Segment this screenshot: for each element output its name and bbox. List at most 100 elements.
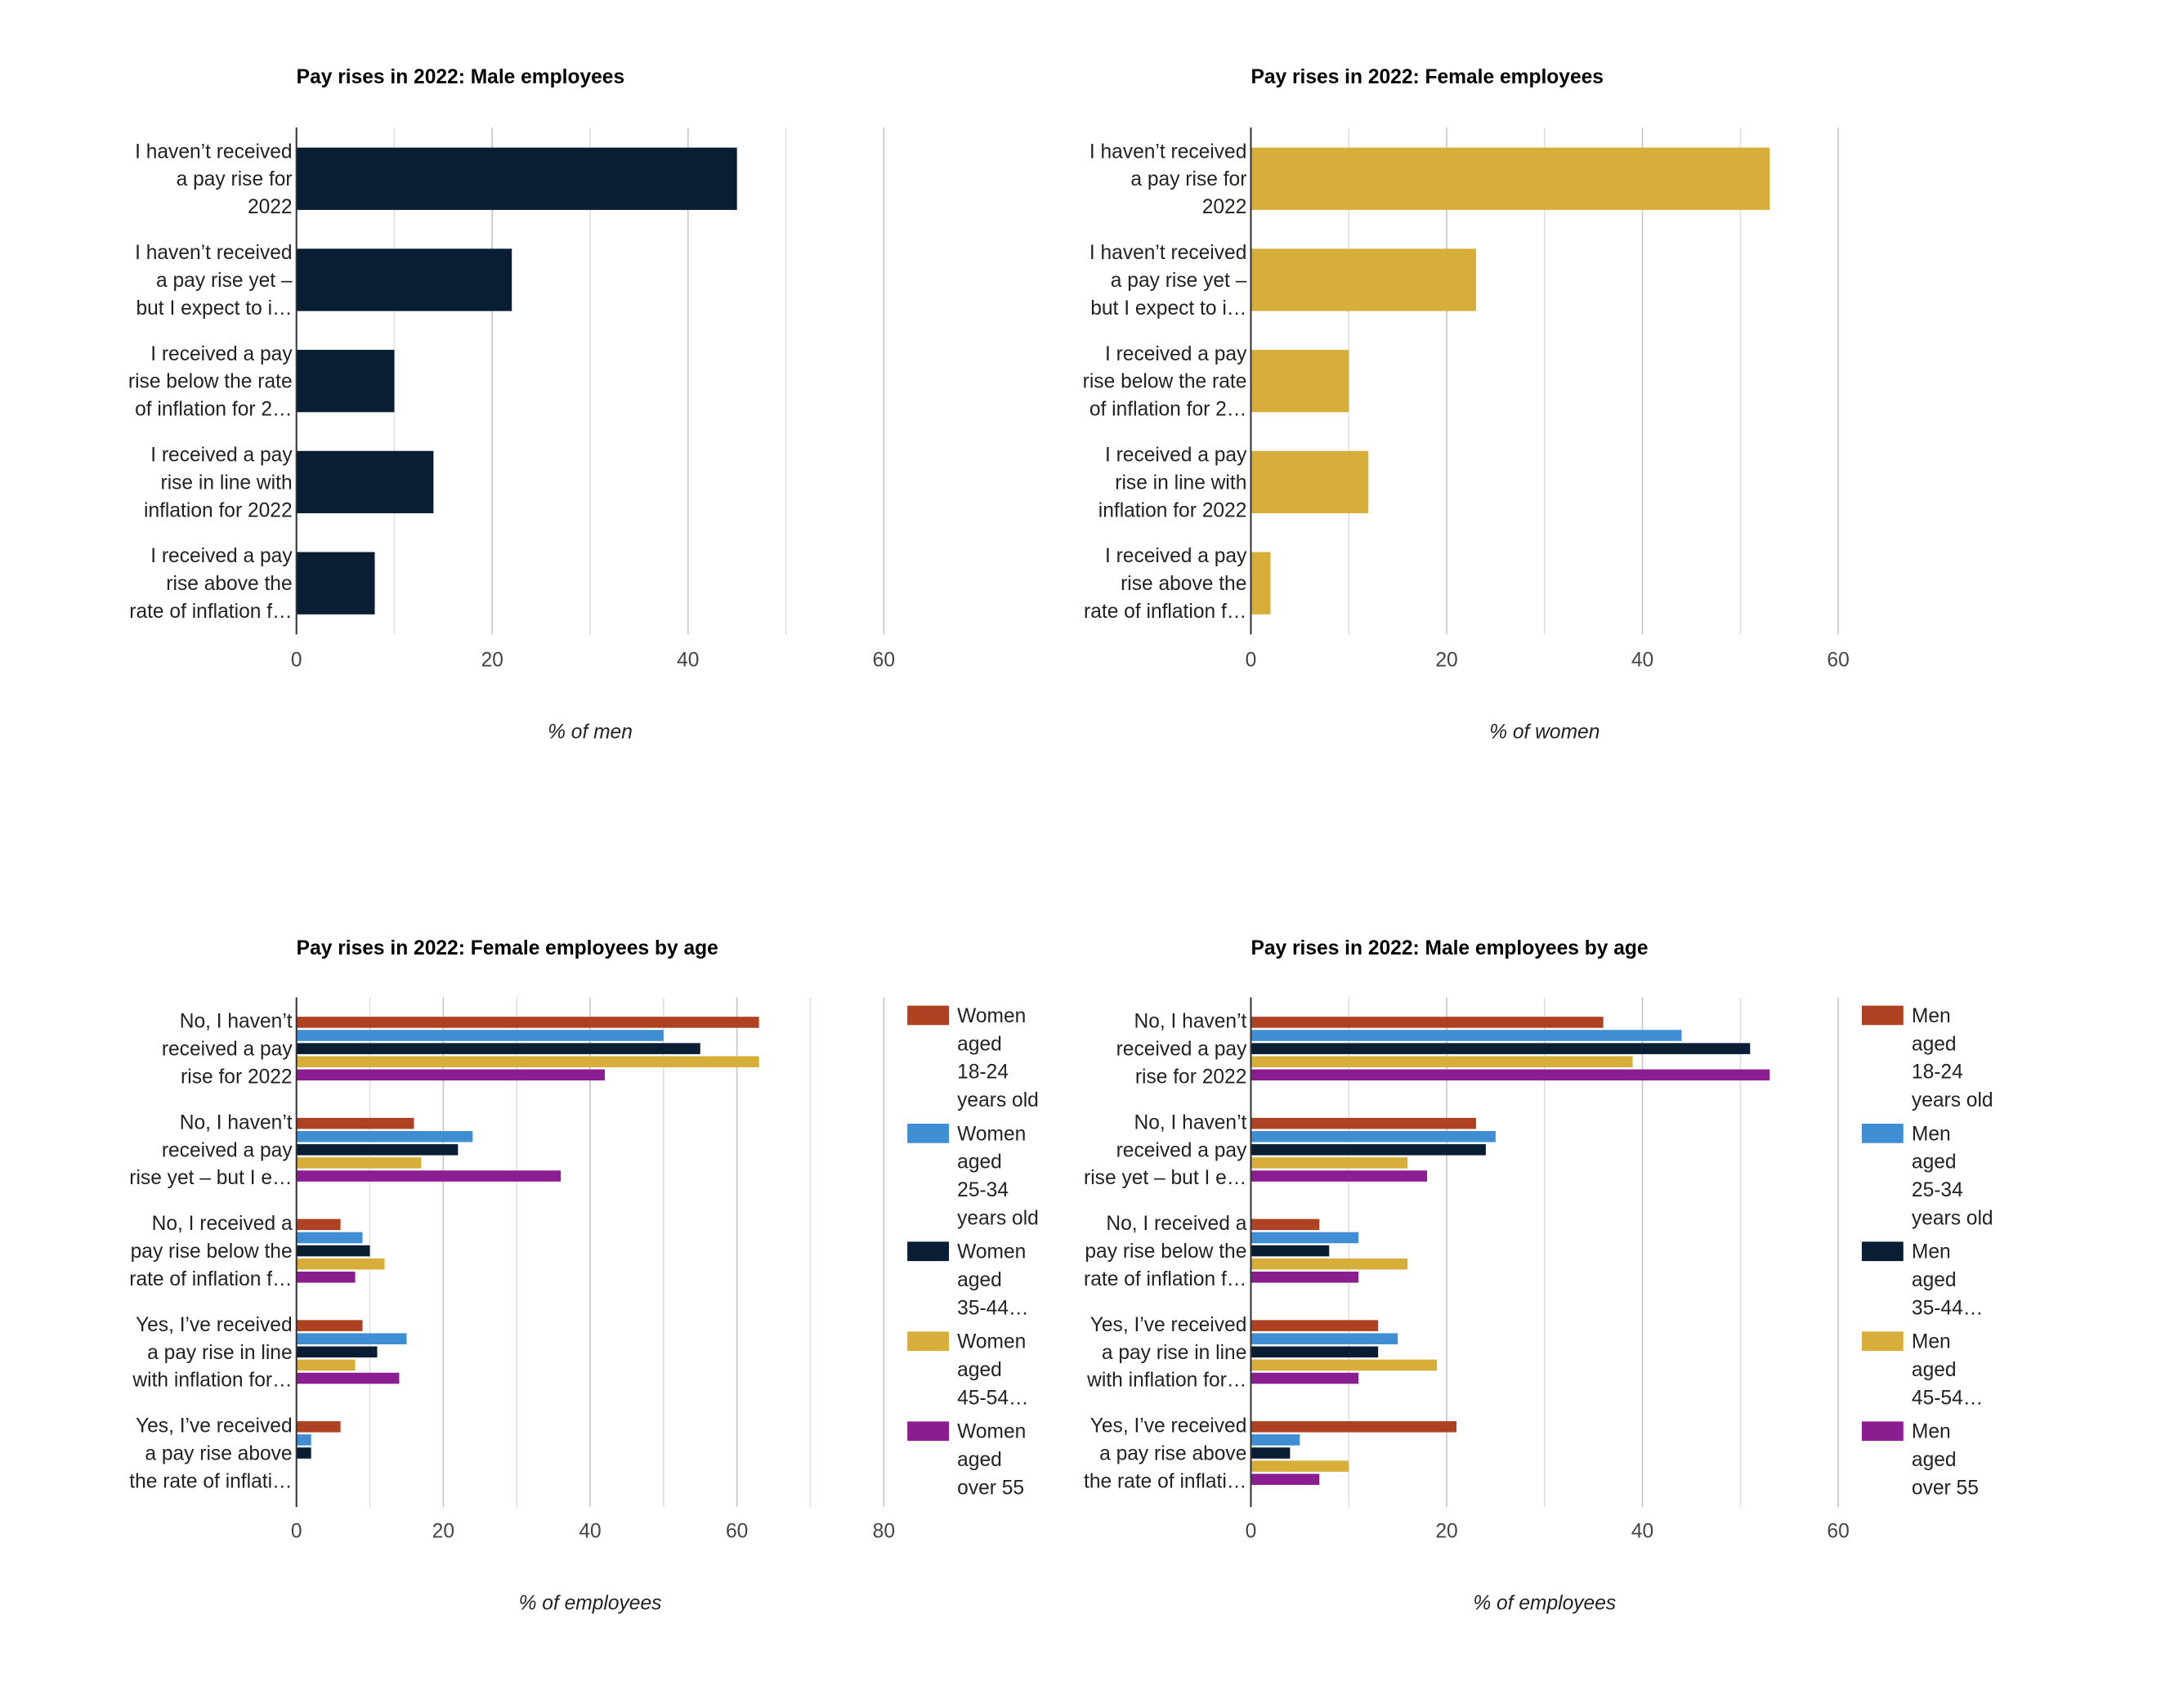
x-tick-label: 60 — [873, 649, 895, 671]
category-label: pay rise below the — [131, 1241, 293, 1263]
category-label: No, I haven’t — [1134, 1011, 1246, 1033]
category-label: rise in line with — [1115, 472, 1246, 494]
bar — [1251, 248, 1476, 311]
legend-item: Women aged 25-34 years old — [907, 1123, 1039, 1230]
bar — [296, 1157, 422, 1169]
bar — [1251, 1245, 1330, 1257]
x-tick-label: 20 — [1435, 1520, 1457, 1542]
legend-swatch — [907, 1005, 949, 1026]
legend-label: aged — [957, 1269, 1002, 1291]
category-label: I received a pay — [1105, 545, 1247, 567]
category-label: rise below the rate — [1083, 371, 1247, 393]
bar — [1251, 1069, 1770, 1081]
chart-title: Pay rises in 2022: Male employees by age — [1251, 937, 1648, 959]
bar — [1251, 1272, 1359, 1283]
category-label: rate of inflation f… — [1084, 1268, 1246, 1290]
legend-label: Men — [1912, 1123, 1951, 1145]
legend-label: aged — [957, 1449, 1002, 1471]
bar — [1251, 1030, 1682, 1041]
legend-swatch — [907, 1421, 949, 1442]
x-tick-label: 40 — [677, 649, 699, 671]
bar — [296, 1144, 459, 1156]
legend-label: over 55 — [1912, 1478, 1979, 1500]
category-label: I haven’t received — [135, 242, 293, 264]
category-label: I received a pay — [150, 343, 293, 365]
legend-label: aged — [957, 1033, 1002, 1055]
bar — [296, 1320, 363, 1331]
category-label: a pay rise yet – — [1111, 270, 1247, 292]
bar — [1251, 1359, 1438, 1371]
category-label: rise yet – but I e… — [1084, 1167, 1246, 1189]
category-label: rise for 2022 — [181, 1066, 293, 1089]
legend-label: aged — [1912, 1359, 1957, 1381]
bar — [296, 1218, 341, 1231]
legend-label: 18-24 — [957, 1062, 1009, 1084]
category-label: I received a pay — [150, 445, 293, 467]
x-tick-label: 0 — [291, 649, 302, 671]
x-tick-label: 0 — [291, 1520, 302, 1542]
x-tick-label: 0 — [1246, 649, 1257, 671]
legend-item: Women aged 35-44… — [907, 1241, 1029, 1320]
bar — [1251, 350, 1349, 413]
bar — [296, 1333, 407, 1344]
legend-label: years old — [1912, 1089, 1993, 1111]
category-label: received a pay — [1116, 1039, 1247, 1061]
legend-label: 45-54… — [1912, 1388, 1983, 1410]
legend-label: years old — [957, 1089, 1039, 1111]
legend-label: aged — [957, 1151, 1002, 1174]
category-label: a pay rise yet – — [156, 270, 293, 292]
bar — [1251, 552, 1271, 615]
bar — [296, 552, 375, 615]
bar — [1251, 1333, 1398, 1344]
legend-swatch — [1861, 1331, 1904, 1352]
bar — [296, 1272, 356, 1283]
bar — [1251, 1434, 1300, 1446]
category-label: Yes, I’ve received — [1090, 1415, 1247, 1437]
category-label: a pay rise in line — [1102, 1342, 1247, 1364]
legend-label: 35-44… — [957, 1298, 1028, 1320]
bar — [296, 1434, 311, 1446]
category-label: I haven’t received — [1089, 242, 1247, 264]
legend-label: years old — [957, 1208, 1039, 1230]
category-label: I received a pay — [150, 545, 293, 567]
x-tick-label: 60 — [726, 1520, 748, 1542]
bar — [1251, 1447, 1291, 1459]
bar — [1251, 1258, 1408, 1270]
x-axis-label: % of women — [1489, 721, 1599, 743]
legend-swatch — [1861, 1241, 1904, 1262]
category-label: rise above the — [1121, 573, 1246, 595]
bar — [1251, 1346, 1379, 1358]
bar — [1251, 1473, 1320, 1486]
category-label: the rate of inflati… — [129, 1470, 292, 1492]
category-label: of inflation for 2… — [135, 399, 293, 421]
bar — [1251, 450, 1369, 514]
category-label: Yes, I’ve received — [1090, 1314, 1247, 1336]
legend-label: Women — [957, 1331, 1026, 1353]
legend: Men aged 18-24 years old Men aged 25-34 years o… — [1861, 1005, 1993, 1500]
legend-swatch — [1861, 1123, 1904, 1143]
category-label: rate of inflation f… — [129, 601, 292, 623]
bar — [296, 450, 434, 514]
chart-title: Pay rises in 2022: Female employees — [1251, 66, 1603, 88]
bar — [296, 1017, 759, 1028]
category-label: a pay rise above — [1099, 1443, 1246, 1465]
chart-1: Pay rises in 2022: Male employees 0 20 40 60… — [128, 66, 895, 744]
legend-label: Women — [957, 1123, 1026, 1145]
x-tick-label: 80 — [873, 1520, 895, 1542]
category-label: a pay rise for — [177, 168, 293, 190]
x-tick-label: 40 — [579, 1520, 601, 1542]
bar — [1251, 1117, 1476, 1129]
category-label: Yes, I’ve received — [136, 1415, 293, 1437]
chart-3: Pay rises in 2022: Female employees by a… — [129, 937, 1039, 1615]
category-label: a pay rise above — [145, 1443, 292, 1465]
legend-swatch — [1861, 1421, 1904, 1442]
bar — [296, 1170, 562, 1182]
legend-item: Women aged over 55 — [907, 1421, 1026, 1500]
category-label: rise for 2022 — [1135, 1066, 1247, 1089]
legend: Women aged 18-24 years old Women aged 25-34 yea… — [907, 1005, 1039, 1500]
bar — [296, 1069, 605, 1081]
legend-label: over 55 — [957, 1478, 1024, 1500]
x-tick-label: 40 — [1631, 649, 1653, 671]
bar — [1251, 1320, 1379, 1331]
